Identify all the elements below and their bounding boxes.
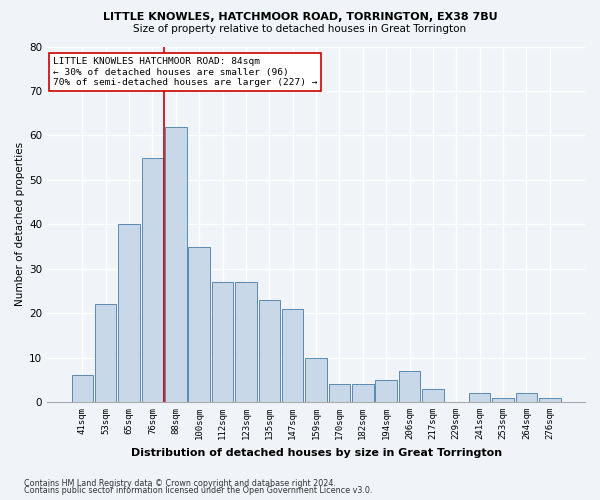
Bar (282, 308, 304, 402)
Bar (71, 376, 93, 402)
Bar (259, 300, 280, 402)
Bar (95, 304, 116, 402)
Bar (376, 380, 397, 402)
Y-axis label: Number of detached properties: Number of detached properties (15, 142, 25, 306)
Text: LITTLE KNOWLES HATCHMOOR ROAD: 84sqm
← 30% of detached houses are smaller (96)
7: LITTLE KNOWLES HATCHMOOR ROAD: 84sqm ← 3… (53, 57, 317, 87)
Text: Contains public sector information licensed under the Open Government Licence v3: Contains public sector information licen… (24, 486, 373, 495)
Text: Contains HM Land Registry data © Crown copyright and database right 2024.: Contains HM Land Registry data © Crown c… (24, 478, 336, 488)
Text: LITTLE KNOWLES, HATCHMOOR ROAD, TORRINGTON, EX38 7BU: LITTLE KNOWLES, HATCHMOOR ROAD, TORRINGT… (103, 12, 497, 22)
Bar (399, 371, 421, 402)
Bar (212, 282, 233, 402)
Bar (142, 158, 163, 402)
Bar (165, 126, 187, 402)
Bar (493, 398, 514, 402)
Bar (118, 224, 140, 402)
Bar (422, 388, 443, 402)
Text: Size of property relative to detached houses in Great Torrington: Size of property relative to detached ho… (133, 24, 467, 34)
Bar (305, 358, 327, 402)
Bar (469, 393, 490, 402)
Bar (329, 384, 350, 402)
X-axis label: Distribution of detached houses by size in Great Torrington: Distribution of detached houses by size … (131, 448, 502, 458)
Bar (235, 282, 257, 402)
Bar (352, 384, 374, 402)
Bar (539, 398, 560, 402)
Bar (515, 393, 537, 402)
Bar (188, 246, 210, 402)
